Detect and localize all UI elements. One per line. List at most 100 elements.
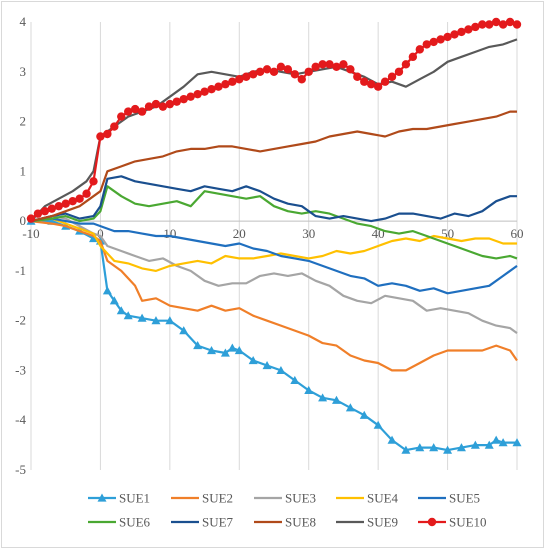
data-point-sue10 xyxy=(512,20,522,29)
data-point-sue1 xyxy=(207,346,217,355)
data-point-sue1 xyxy=(227,343,237,352)
x-tick-label: 30 xyxy=(302,226,315,241)
data-point-sue1 xyxy=(304,385,314,394)
data-point-sue10 xyxy=(311,62,320,71)
x-tick-label: 10 xyxy=(163,226,176,241)
data-point-sue10 xyxy=(228,77,237,86)
data-point-sue10 xyxy=(380,77,390,86)
data-point-sue10 xyxy=(346,65,355,74)
data-point-sue10 xyxy=(360,77,369,86)
x-tick-label: 20 xyxy=(233,226,246,241)
data-point-sue10 xyxy=(429,37,438,47)
data-point-sue1 xyxy=(248,355,258,365)
legend-label-sue1: SUE1 xyxy=(119,491,150,506)
data-point-sue10 xyxy=(54,201,63,211)
series-line-sue5 xyxy=(30,217,518,295)
data-point-sue10 xyxy=(151,99,161,109)
data-point-sue1 xyxy=(470,440,480,449)
data-point-sue10 xyxy=(248,70,258,79)
legend-entry-sue8: SUE8 xyxy=(254,515,316,530)
series-line-sue8 xyxy=(30,110,517,223)
data-point-sue10 xyxy=(75,194,84,203)
data-point-sue1 xyxy=(498,438,508,447)
legend-label-sue8: SUE8 xyxy=(285,515,316,530)
legend-entry-sue4: SUE4 xyxy=(336,491,399,506)
data-point-sue1 xyxy=(512,438,522,447)
series-sue6 xyxy=(30,185,518,260)
data-point-sue1 xyxy=(102,286,112,295)
data-point-sue10 xyxy=(96,132,105,141)
data-point-sue10 xyxy=(478,20,487,29)
data-point-sue10 xyxy=(387,72,397,81)
y-tick-label: 2 xyxy=(20,114,27,129)
data-point-sue1 xyxy=(443,445,453,454)
data-point-sue10 xyxy=(158,102,168,111)
data-point-sue1 xyxy=(429,443,439,452)
data-point-sue1 xyxy=(262,360,272,370)
y-tick-label: -4 xyxy=(15,412,26,427)
data-point-sue1 xyxy=(387,435,397,444)
data-point-sue1 xyxy=(165,316,175,325)
data-point-sue1 xyxy=(116,306,126,315)
data-point-sue1 xyxy=(491,435,501,444)
series-line-sue3 xyxy=(30,215,518,334)
data-point-sue10 xyxy=(179,94,188,104)
data-point-sue10 xyxy=(193,89,202,99)
data-point-sue1 xyxy=(331,395,341,404)
data-point-sue10 xyxy=(144,102,154,111)
legend-marker-sue10 xyxy=(427,517,437,527)
data-point-sue10 xyxy=(297,75,306,84)
legend-entry-sue6: SUE6 xyxy=(88,515,151,530)
data-point-sue10 xyxy=(367,80,376,89)
y-tick-label: 0 xyxy=(20,213,27,228)
data-point-sue10 xyxy=(186,92,195,101)
y-tick-label: -1 xyxy=(15,263,26,278)
data-point-sue10 xyxy=(130,104,140,114)
data-point-sue10 xyxy=(103,129,112,139)
data-point-sue10 xyxy=(339,60,348,69)
data-point-sue1 xyxy=(88,234,98,243)
data-point-sue1 xyxy=(151,316,161,325)
data-point-sue10 xyxy=(290,70,300,79)
legend-label-sue5: SUE5 xyxy=(449,491,480,506)
data-point-sue10 xyxy=(242,72,251,81)
y-tick-label: 4 xyxy=(20,14,27,29)
data-point-sue10 xyxy=(172,97,181,106)
data-point-sue10 xyxy=(262,65,272,74)
series-sue4 xyxy=(30,217,517,272)
data-point-sue1 xyxy=(123,311,133,320)
data-point-sue10 xyxy=(61,199,70,208)
legend-entry-sue1: SUE1 xyxy=(88,491,150,506)
data-point-sue1 xyxy=(109,296,119,305)
data-point-sue10 xyxy=(221,80,230,89)
series-sue1 xyxy=(26,216,522,454)
data-point-sue1 xyxy=(484,440,494,449)
data-point-sue1 xyxy=(290,375,300,384)
data-point-sue10 xyxy=(408,52,418,62)
legend-label-sue9: SUE9 xyxy=(367,515,398,530)
x-axis-ticks: -10 0 10 20 30 40 50 60 xyxy=(22,226,523,241)
data-point-sue1 xyxy=(137,313,147,322)
series-sue10 xyxy=(26,17,522,223)
data-point-sue10 xyxy=(214,82,223,91)
data-point-sue10 xyxy=(457,27,466,37)
series-sue7 xyxy=(30,175,517,223)
data-point-sue10 xyxy=(304,67,313,76)
legend-label-sue6: SUE6 xyxy=(119,515,151,530)
data-point-sue10 xyxy=(498,20,508,29)
series-line-sue6 xyxy=(30,185,518,260)
data-point-sue10 xyxy=(415,45,424,54)
data-point-sue10 xyxy=(117,112,126,121)
series-line-sue7 xyxy=(30,175,517,223)
series-sue2 xyxy=(30,220,518,372)
data-point-sue1 xyxy=(193,341,203,350)
data-point-sue10 xyxy=(200,87,209,96)
data-point-sue1 xyxy=(234,346,244,355)
series-sue3 xyxy=(30,215,518,334)
data-point-sue10 xyxy=(124,107,133,116)
legend-entry-sue10: SUE10 xyxy=(418,515,487,530)
data-point-sue10 xyxy=(485,20,494,29)
data-point-sue10 xyxy=(276,62,286,71)
data-point-sue10 xyxy=(471,22,480,32)
